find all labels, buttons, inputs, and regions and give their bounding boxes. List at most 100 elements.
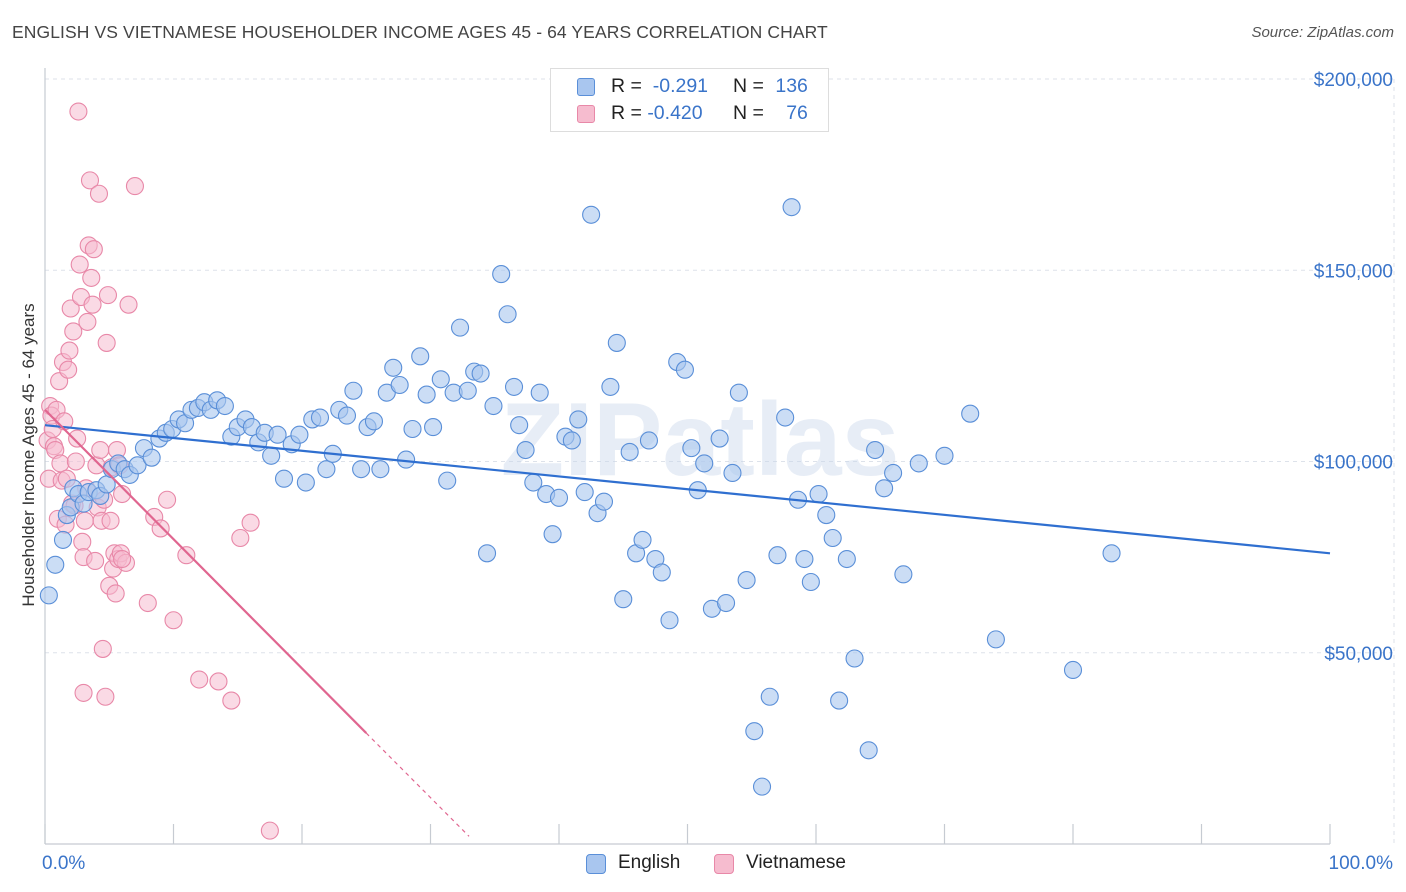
english-point: [424, 418, 443, 437]
english-point: [411, 347, 430, 366]
vietnamese-point: [87, 456, 106, 475]
y-tick-label: $100,000: [1314, 453, 1393, 474]
english-points: [39, 198, 1121, 796]
vietnamese-point: [84, 240, 103, 259]
english-point: [894, 565, 913, 584]
english-point: [729, 383, 748, 402]
english-point: [569, 410, 588, 429]
trend-lines: [44, 409, 1331, 837]
english-point: [884, 463, 903, 483]
english-point: [620, 442, 639, 461]
english-point: [652, 563, 671, 582]
english-point: [562, 431, 581, 450]
english-point: [675, 360, 694, 379]
y-tick-label: $200,000: [1314, 70, 1393, 91]
stats-legend: R = -0.291 N = 136 R = -0.420 N = 76: [550, 68, 829, 132]
english-point: [601, 377, 620, 396]
english-point: [614, 590, 633, 609]
english-point: [492, 265, 511, 284]
vietnamese-trend-extension: [365, 732, 470, 837]
vietnamese-point: [68, 429, 87, 448]
english-point: [776, 408, 795, 427]
vietnamese-point: [51, 454, 70, 473]
english-point: [310, 408, 330, 427]
english-point: [737, 571, 756, 590]
english-point: [801, 572, 820, 592]
english-point: [128, 456, 147, 475]
vietnamese-point: [101, 511, 120, 530]
english-point: [390, 375, 409, 395]
english-point: [830, 691, 849, 710]
vietnamese-n: N = 76: [733, 102, 808, 124]
vietnamese-point: [96, 687, 115, 706]
english-point: [417, 385, 436, 404]
vietnamese-point: [209, 672, 228, 691]
english-point: [1063, 660, 1083, 680]
vietnamese-point: [260, 821, 279, 840]
english-point: [837, 549, 856, 569]
english-point: [290, 425, 309, 444]
vietnamese-point: [91, 440, 110, 460]
vietnamese-point: [73, 532, 92, 551]
vietnamese-legend-icon: [714, 854, 734, 874]
english-point: [477, 544, 497, 563]
vietnamese-legend-label: Vietnamese: [746, 852, 846, 873]
vietnamese-point: [113, 484, 132, 504]
vietnamese-point: [106, 584, 125, 603]
vietnamese-point: [64, 322, 83, 341]
english-point: [660, 611, 679, 630]
vietnamese-point: [59, 360, 78, 379]
english-point: [543, 525, 562, 544]
english-point: [575, 483, 594, 502]
english-point: [516, 440, 535, 460]
vietnamese-point: [75, 511, 94, 530]
english-legend-label: English: [618, 852, 681, 873]
axes: [44, 68, 1331, 845]
legend-row-vietnamese: R = -0.420 N = 76: [551, 101, 828, 127]
english-point: [268, 425, 287, 444]
english-point: [845, 649, 864, 668]
english-point: [817, 505, 836, 525]
english-point: [695, 454, 714, 473]
vietnamese-point: [89, 184, 109, 203]
vietnamese-point: [70, 255, 89, 274]
english-point: [723, 463, 742, 483]
vietnamese-point: [83, 295, 102, 314]
english-point: [510, 416, 529, 435]
english-point: [39, 586, 58, 605]
english-n-value: 136: [775, 75, 808, 97]
vietnamese-point: [119, 295, 138, 314]
english-point: [823, 528, 842, 548]
vietnamese-point: [98, 286, 118, 305]
english-point: [364, 412, 384, 431]
english-point: [142, 448, 161, 467]
english-point: [504, 377, 524, 396]
english-point: [530, 383, 549, 402]
english-point: [745, 722, 764, 741]
english-point: [498, 305, 517, 324]
vietnamese-point: [125, 177, 144, 196]
english-point: [471, 364, 490, 383]
vietnamese-point: [190, 670, 209, 689]
english-point: [458, 381, 477, 400]
english-point: [1102, 544, 1121, 563]
vietnamese-point: [158, 490, 177, 509]
vietnamese-point: [231, 528, 250, 548]
vietnamese-point: [86, 551, 105, 571]
vietnamese-point: [80, 171, 100, 190]
english-point: [451, 318, 470, 337]
vietnamese-point: [66, 452, 85, 471]
english-point: [607, 333, 626, 352]
english-point: [384, 358, 403, 377]
english-point: [639, 431, 659, 450]
vietnamese-n-value: 76: [786, 102, 808, 124]
tick-labels: $50,000 $100,000 $150,000 $200,000 0.0% 100.0…: [42, 70, 1393, 874]
vietnamese-point: [177, 546, 196, 565]
english-point: [582, 205, 601, 224]
source-label: Source: ZipAtlas.com: [1251, 24, 1394, 41]
x-tick-label: 0.0%: [42, 853, 85, 874]
english-point: [859, 741, 878, 760]
vietnamese-points: [38, 102, 279, 840]
vietnamese-point: [222, 691, 241, 710]
